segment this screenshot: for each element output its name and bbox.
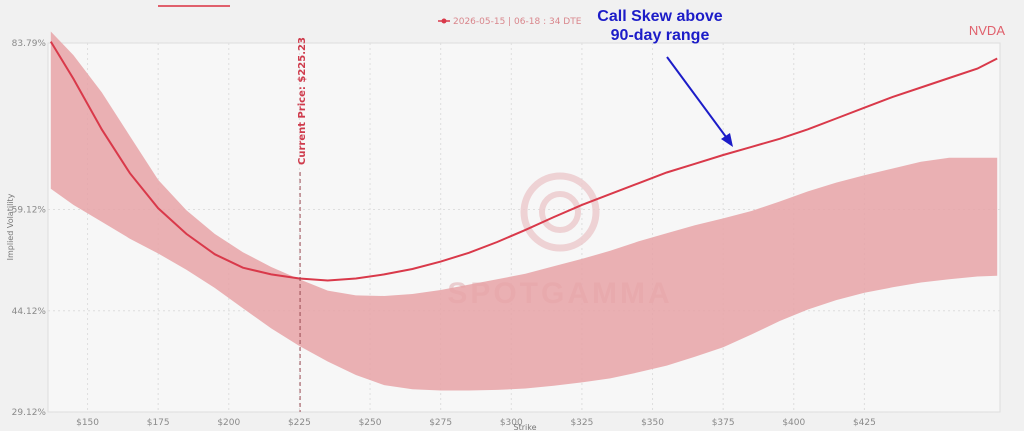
y-tick-label: 83.79% (12, 39, 47, 49)
x-tick-label: $325 (570, 418, 593, 428)
current-price-label: Current Price: $225.23 (297, 37, 308, 165)
ticker-label: NVDA (969, 23, 1005, 38)
y-tick-label: 44.12% (12, 307, 47, 317)
x-tick-label: $400 (782, 418, 805, 428)
x-tick-label: $225 (288, 418, 311, 428)
y-tick-label: 29.12% (12, 408, 47, 418)
annotation-line-1: Call Skew above (597, 8, 722, 25)
y-axis-title: Implied Volatility (6, 193, 15, 260)
annotation-arrow (666, 56, 730, 142)
x-axis-title: Strike (514, 423, 537, 431)
watermark-logo-inner-icon (539, 191, 581, 233)
watermark-logo-icon (520, 172, 600, 252)
x-tick-label: $275 (429, 418, 452, 428)
top-accent-bar (158, 5, 230, 7)
x-tick-label: $375 (712, 418, 735, 428)
annotation-line-2: 90-day range (611, 27, 710, 44)
annotation-arrowhead-icon (721, 133, 733, 147)
legend-label: 2026-05-15 | 06-18 : 34 DTE (453, 17, 582, 27)
x-tick-label: $200 (217, 418, 240, 428)
legend: 2026-05-15 | 06-18 : 34 DTE (438, 17, 582, 27)
x-tick-label: $250 (359, 418, 382, 428)
legend-marker (441, 18, 447, 24)
iv-skew-line (49, 41, 998, 282)
y-axis-ticks: 29.12% 44.12% 59.12% 83.79% (12, 39, 47, 418)
x-tick-label: $150 (76, 418, 99, 428)
x-tick-label: $300 (500, 418, 523, 428)
x-tick-label: $350 (641, 418, 664, 428)
x-tick-label: $425 (853, 418, 876, 428)
annotation: Call Skew above 90-day range (597, 8, 733, 147)
x-axis-ticks: $150 $175 $200 $225 $250 $275 $300 $325 $350 $375… (76, 418, 876, 428)
iv-range-band (50, 31, 998, 391)
y-tick-label: 59.12% (12, 206, 47, 216)
x-tick-label: $175 (147, 418, 170, 428)
